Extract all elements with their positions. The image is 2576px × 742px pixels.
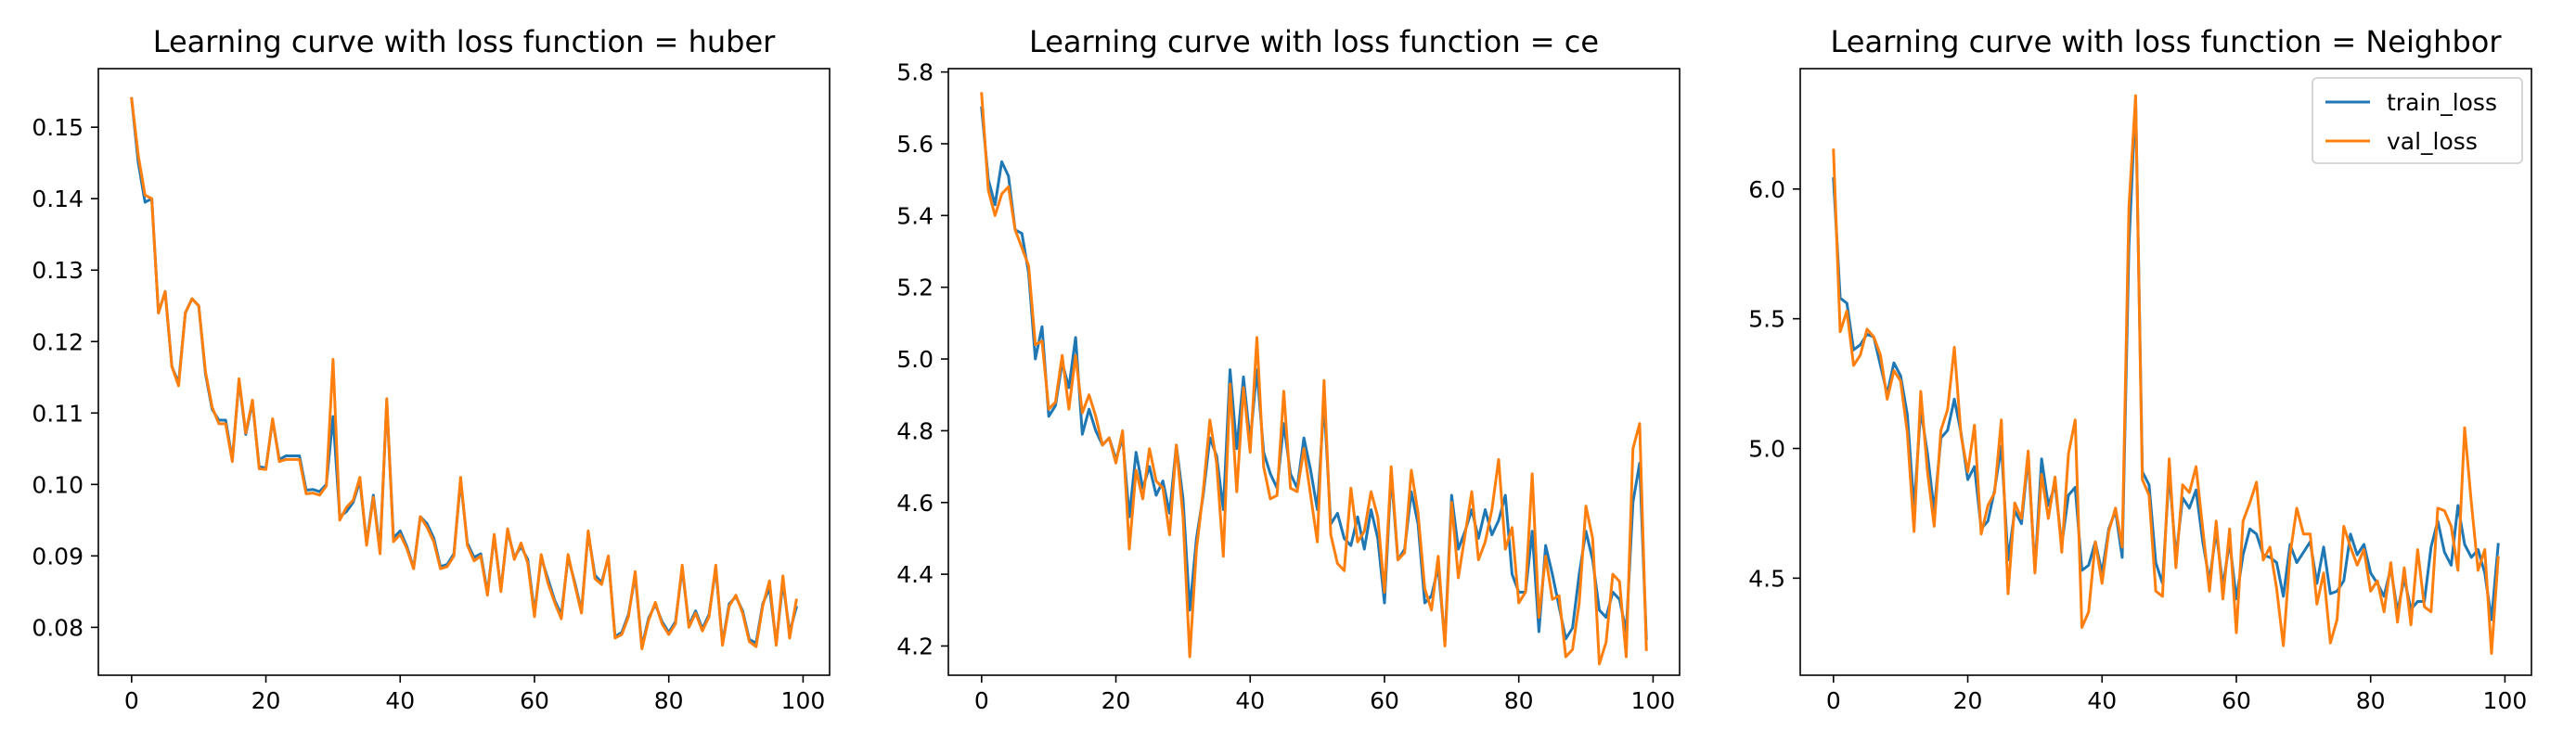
y-tick-label: 5.0 bbox=[896, 346, 934, 373]
x-tick-label: 0 bbox=[1826, 687, 1841, 714]
axes-frame bbox=[947, 68, 1681, 676]
x-tick-label: 0 bbox=[974, 687, 989, 714]
y-tick-label: 4.8 bbox=[896, 417, 934, 444]
chart-panel-1: Learning curve with loss function = hube… bbox=[32, 24, 831, 714]
y-tick-label: 5.6 bbox=[896, 131, 934, 158]
axes-frame bbox=[97, 68, 831, 676]
y-tick-label: 0.14 bbox=[32, 186, 84, 212]
series-line-val-loss bbox=[980, 92, 1648, 666]
y-tick-label: 0.13 bbox=[32, 257, 84, 284]
legend-label-val-loss: val_loss bbox=[2387, 128, 2478, 155]
x-tick-label: 40 bbox=[2087, 687, 2117, 714]
chart-title: Learning curve with loss function = Neig… bbox=[1831, 24, 2503, 59]
series-line-train-loss bbox=[130, 96, 799, 648]
x-tick-label: 100 bbox=[781, 687, 826, 714]
y-tick-label: 4.5 bbox=[1748, 565, 1785, 592]
chart-title: Learning curve with loss function = hube… bbox=[153, 24, 776, 59]
y-tick-label: 4.4 bbox=[896, 561, 934, 588]
y-tick-label: 6.0 bbox=[1748, 176, 1785, 203]
y-tick-label: 0.09 bbox=[32, 543, 84, 569]
y-tick-label: 0.08 bbox=[32, 614, 84, 641]
y-tick-label: 4.6 bbox=[896, 490, 934, 517]
x-tick-label: 60 bbox=[2222, 687, 2251, 714]
x-tick-label: 80 bbox=[654, 687, 684, 714]
y-tick-label: 5.4 bbox=[896, 202, 934, 229]
x-tick-label: 40 bbox=[1235, 687, 1265, 714]
chart-title: Learning curve with loss function = ce bbox=[1029, 24, 1599, 59]
axes-frame bbox=[1799, 68, 2532, 676]
series-line-val-loss bbox=[130, 96, 798, 650]
x-tick-label: 20 bbox=[251, 687, 281, 714]
y-tick-label: 0.10 bbox=[32, 471, 84, 498]
y-tick-label: 5.2 bbox=[896, 275, 934, 301]
x-tick-label: 20 bbox=[1953, 687, 1983, 714]
x-tick-label: 0 bbox=[124, 687, 139, 714]
series-line-train-loss bbox=[980, 106, 1648, 645]
legend: train_loss val_loss bbox=[2312, 77, 2523, 164]
x-tick-label: 60 bbox=[520, 687, 549, 714]
x-tick-label: 60 bbox=[1370, 687, 1399, 714]
y-tick-label: 4.2 bbox=[896, 633, 934, 659]
y-tick-label: 0.11 bbox=[32, 400, 84, 427]
y-tick-label: 5.0 bbox=[1748, 436, 1785, 463]
x-tick-label: 100 bbox=[2483, 687, 2528, 714]
x-tick-label: 80 bbox=[1504, 687, 1534, 714]
y-tick-label: 5.5 bbox=[1748, 306, 1785, 333]
legend-label-train-loss: train_loss bbox=[2387, 89, 2497, 116]
chart-panel-2: Learning curve with loss function = ce 0 2… bbox=[896, 24, 1681, 714]
x-tick-label: 20 bbox=[1101, 687, 1131, 714]
x-tick-label: 80 bbox=[2356, 687, 2386, 714]
y-tick-label: 5.8 bbox=[896, 59, 934, 86]
chart-panel-3: Learning curve with loss function = Neig… bbox=[1748, 24, 2532, 714]
x-tick-label: 100 bbox=[1631, 687, 1676, 714]
series-line-val-loss bbox=[1832, 94, 2500, 655]
y-tick-label: 0.12 bbox=[32, 328, 84, 355]
x-tick-label: 40 bbox=[385, 687, 415, 714]
y-tick-label: 0.15 bbox=[32, 114, 84, 141]
